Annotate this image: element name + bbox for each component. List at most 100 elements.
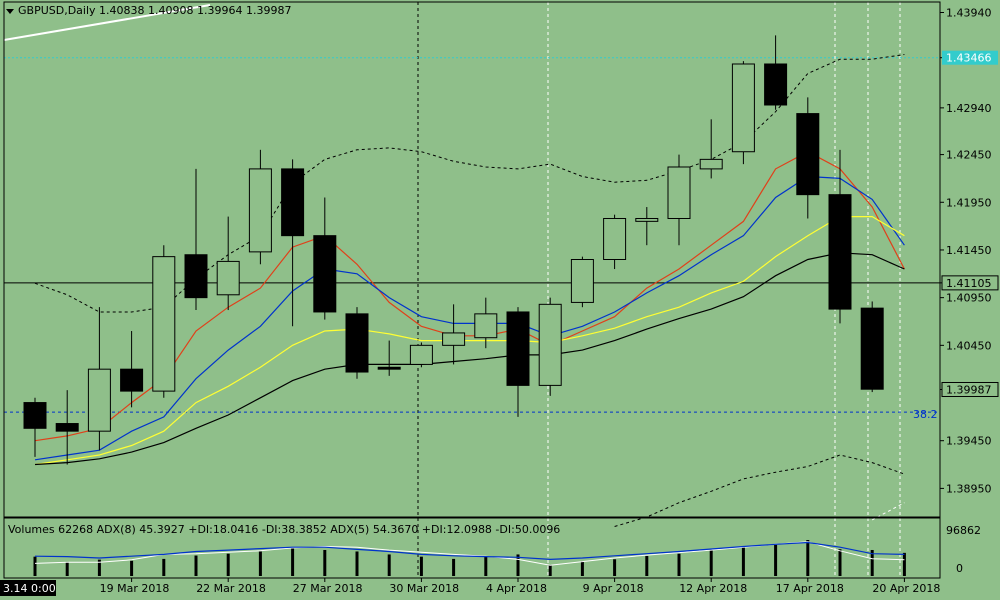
date-tick-label: 12 Apr 2018 [679, 582, 747, 595]
moving-average-black [34, 252, 905, 466]
candle [184, 168, 208, 311]
bullish-candle-body [570, 259, 594, 303]
date-tick-label: 20 Apr 2018 [872, 582, 940, 595]
price-marker-box [941, 275, 999, 291]
bullish-candle-body [603, 217, 627, 260]
bullish-candle-body [248, 168, 272, 253]
volume-pane-border [3, 517, 941, 579]
candle [248, 149, 272, 265]
cursor-time-label: 3.14 0:00 [3, 582, 56, 595]
bearish-candle-body [55, 423, 79, 432]
volume-indicator-label: Volumes 62268 ADX(8) 45.3927 +DI:18.0416… [8, 523, 560, 536]
bearish-candle-body [506, 311, 530, 386]
bullish-candle-body [731, 63, 755, 153]
moving-average-yellow [34, 216, 905, 466]
candle [603, 214, 627, 270]
bearish-candle-body [860, 307, 884, 390]
bullish-candle-body [442, 332, 466, 346]
bullish-candle-body [667, 166, 691, 219]
time-axis[interactable]: 19 Mar 2018 22 Mar 2018 27 Mar 2018 30 Mar … [100, 578, 941, 595]
candle [216, 216, 240, 311]
candle [377, 340, 401, 376]
cursor-time-box [0, 580, 56, 596]
bullish-candle-body [87, 368, 111, 432]
candle [87, 307, 111, 451]
moving-averages [34, 151, 905, 466]
price-tick-label: 1.43466 [946, 52, 992, 65]
candlesticks [23, 35, 884, 465]
bearish-candle-body [313, 235, 337, 313]
price-tick-label: 1.43940 [946, 6, 992, 19]
adx-line-blue [34, 541, 905, 561]
candle [442, 304, 466, 365]
candle [506, 307, 530, 417]
candle [345, 307, 369, 379]
candle [570, 256, 594, 308]
price-tick-label: 1.42940 [946, 102, 992, 115]
candle [23, 397, 47, 457]
candle [699, 119, 723, 179]
candle [409, 342, 433, 368]
candle [313, 197, 337, 320]
bearish-candle-body [23, 402, 47, 429]
price-tick-label: 1.41950 [946, 196, 992, 209]
candle [281, 159, 305, 327]
bearish-candle-body [764, 63, 788, 106]
volume-histogram [33, 540, 906, 576]
price-tick-label: 1.41105 [946, 277, 992, 290]
bearish-candle-body [120, 368, 144, 392]
bearish-candle-body [377, 366, 401, 370]
bullish-candle-body [409, 344, 433, 365]
fib-level-label: 38.2 [913, 408, 938, 421]
price-tick-label: 1.39987 [946, 383, 992, 396]
date-tick-label: 19 Mar 2018 [100, 582, 170, 595]
moving-average-blue [34, 175, 905, 461]
symbol-header: GBPUSD,Daily 1.40838 1.40908 1.39964 1.3… [18, 4, 291, 17]
candle [860, 301, 884, 393]
candle [120, 331, 144, 408]
bollinger-lower-band [614, 454, 905, 527]
date-tick-label: 4 Apr 2018 [486, 582, 547, 595]
candle [635, 207, 659, 246]
price-tick-label: 1.40950 [946, 292, 992, 305]
date-tick-label: 30 Mar 2018 [389, 582, 459, 595]
bullish-candle-body [216, 260, 240, 296]
bullish-candle-body [152, 256, 176, 392]
candle [731, 61, 755, 165]
trendline[interactable] [3, 4, 211, 41]
price-tick-label: 1.38950 [946, 482, 992, 495]
price-tick-label: 1.42450 [946, 149, 992, 162]
bearish-candle-body [828, 194, 852, 310]
bearish-candle-body [281, 168, 305, 237]
price-axis[interactable]: 1.43940 1.43466 1.42940 1.42450 1.41950 1.414… [940, 6, 999, 495]
candle [538, 297, 562, 396]
price-tick-label: 1.39450 [946, 435, 992, 448]
bollinger-upper-band [34, 54, 905, 313]
date-tick-label: 22 Mar 2018 [196, 582, 266, 595]
dropdown-triangle-icon[interactable] [6, 9, 14, 14]
candle [474, 297, 498, 349]
price-marker-box [942, 50, 998, 65]
moving-average-red [34, 151, 905, 442]
candle [55, 390, 79, 465]
bearish-candle-body [796, 113, 820, 196]
date-tick-label: 9 Apr 2018 [583, 582, 644, 595]
candle [152, 245, 176, 398]
candle [828, 149, 852, 324]
bullish-candle-body [635, 217, 659, 222]
price-tick-label: 1.40450 [946, 339, 992, 352]
bearish-candle-body [184, 254, 208, 299]
bullish-candle-body [699, 158, 723, 170]
price-tick-label: 1.41450 [946, 244, 992, 257]
candle [764, 35, 788, 110]
adx-lines [34, 541, 905, 566]
bullish-candle-body [474, 313, 498, 339]
candle [796, 97, 820, 219]
volume-scale-bottom: 0 [956, 562, 963, 575]
bearish-candle-body [345, 313, 369, 373]
price-marker-box [941, 381, 999, 397]
candle [667, 154, 691, 246]
date-tick-label: 27 Mar 2018 [293, 582, 363, 595]
price-pane-border [3, 1, 941, 518]
